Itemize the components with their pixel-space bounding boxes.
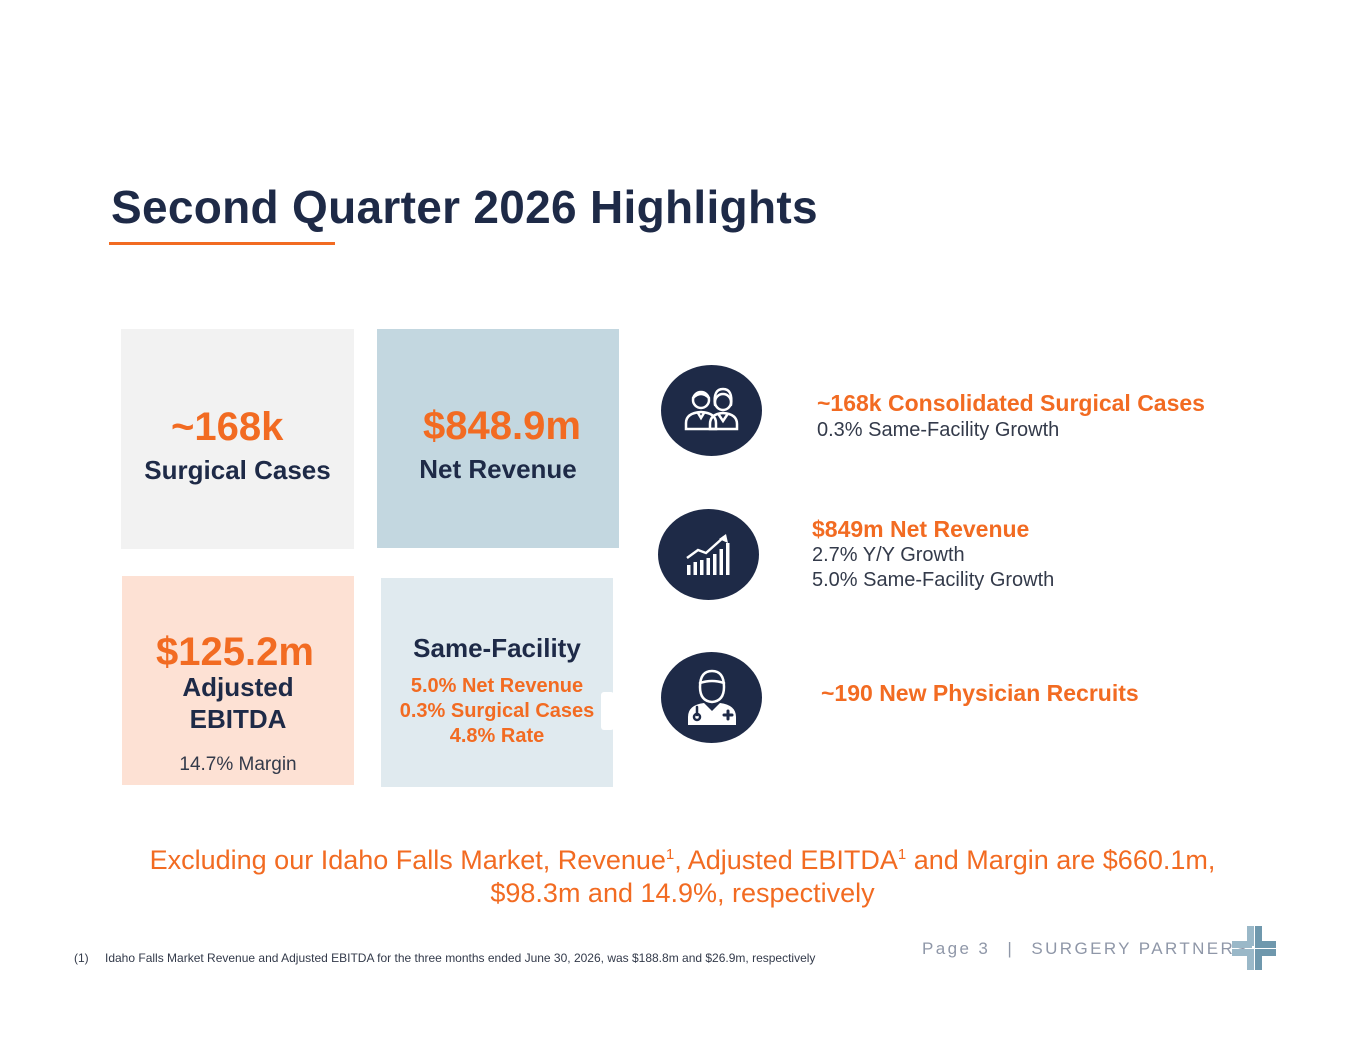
growth-chart-icon-circle bbox=[658, 509, 759, 600]
exclusion-text: $98.3m and 14.9%, respectively bbox=[490, 878, 875, 908]
highlight-detail: 5.0% Same-Facility Growth bbox=[812, 569, 1055, 591]
net-revenue-tile: $848.9m Net Revenue bbox=[377, 329, 619, 548]
net-revenue-value: $848.9m bbox=[423, 404, 581, 448]
surgical-cases-label: Surgical Cases bbox=[144, 455, 331, 485]
footnote-marker: (1) bbox=[74, 951, 89, 965]
same-facility-line: 0.3% Surgical Cases bbox=[399, 700, 595, 722]
exclusion-text: , Adjusted EBITDA bbox=[674, 845, 898, 875]
company-name: SURGERY PARTNERS bbox=[1031, 939, 1249, 958]
company-logo bbox=[1232, 926, 1276, 970]
title-underline bbox=[109, 242, 335, 245]
physician-icon bbox=[687, 669, 736, 725]
adjusted-ebitda-value: $125.2m bbox=[156, 630, 314, 674]
exclusion-statement: Excluding our Idaho Falls Market, Revenu… bbox=[60, 838, 1305, 910]
page-number: Page 3 bbox=[922, 939, 991, 958]
same-facility-line: 4.8% Rate bbox=[449, 725, 545, 747]
footnote-ref: 1 bbox=[897, 846, 907, 863]
highlight-title: ~190 New Physician Recruits bbox=[821, 680, 1139, 706]
ebitda-margin: 14.7% Margin bbox=[179, 754, 297, 775]
page-footer: Page 3 | SURGERY PARTNERS bbox=[922, 939, 1249, 959]
same-facility-heading: Same-Facility bbox=[413, 633, 581, 663]
adjusted-ebitda-label: Adjusted bbox=[182, 672, 294, 702]
highlight-detail: 0.3% Same-Facility Growth bbox=[817, 419, 1060, 441]
same-facility-line: 5.0% Net Revenue bbox=[410, 675, 584, 697]
adjusted-ebitda-tile: $125.2m Adjusted EBITDA 14.7% Margin bbox=[122, 576, 354, 785]
highlight-detail: 2.7% Y/Y Growth bbox=[812, 544, 965, 566]
people-icon-circle bbox=[661, 365, 762, 456]
page-title: Second Quarter 2026 Highlights bbox=[111, 181, 818, 233]
people-icon bbox=[684, 387, 738, 430]
highlight-title: $849m Net Revenue bbox=[812, 516, 1030, 542]
physician-icon-circle bbox=[661, 652, 762, 743]
same-facility-connector bbox=[601, 692, 614, 730]
same-facility-tile: Same-Facility 5.0% Net Revenue 0.3% Surg… bbox=[381, 578, 613, 787]
net-revenue-label: Net Revenue bbox=[419, 454, 577, 484]
exclusion-text: and Margin are $660.1m, bbox=[906, 845, 1216, 875]
exclusion-text: Excluding our Idaho Falls Market, Revenu… bbox=[149, 845, 666, 875]
surgical-cases-tile: ~168k Surgical Cases bbox=[121, 329, 354, 549]
growth-chart-icon bbox=[685, 533, 729, 575]
footer-separator: | bbox=[1007, 939, 1015, 958]
footnote: (1) Idaho Falls Market Revenue and Adjust… bbox=[74, 951, 815, 965]
surgical-cases-value: ~168k bbox=[171, 405, 284, 449]
highlight-title: ~168k Consolidated Surgical Cases bbox=[817, 390, 1205, 416]
adjusted-ebitda-label: EBITDA bbox=[189, 704, 287, 734]
footnote-ref: 1 bbox=[665, 846, 675, 863]
footnote-text: Idaho Falls Market Revenue and Adjusted … bbox=[105, 951, 816, 965]
